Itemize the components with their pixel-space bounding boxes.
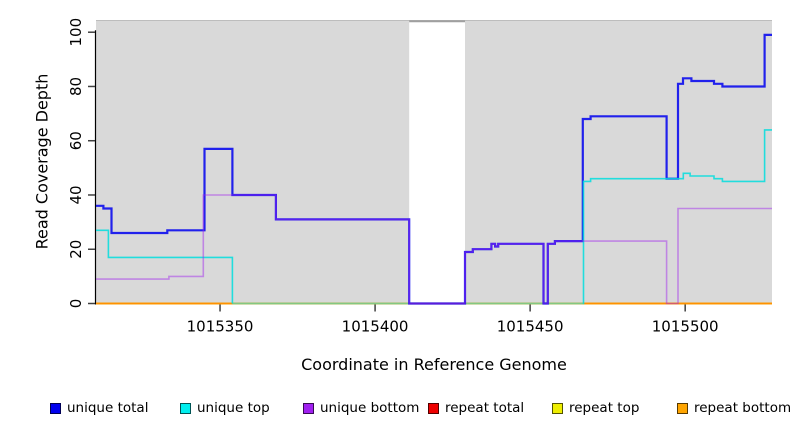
legend-label: unique top <box>197 400 270 416</box>
x-axis-title: Coordinate in Reference Genome <box>301 355 567 374</box>
legend-item-repeat-total: repeat total <box>428 399 524 417</box>
legend-label: repeat bottom <box>694 400 792 416</box>
legend-swatch-icon <box>50 402 61 414</box>
series-unique-bottom <box>96 194 772 305</box>
x-axis-tick-label: 1015500 <box>652 318 719 336</box>
legend-swatch-icon <box>677 402 688 414</box>
legend-item-repeat-bottom: repeat bottom <box>677 399 791 417</box>
legend-item-unique-top: unique top <box>180 399 270 417</box>
legend-item-unique-total: unique total <box>50 399 148 417</box>
legend-swatch-icon <box>552 402 563 414</box>
coverage-gap-region <box>409 22 466 304</box>
legend-label: unique total <box>67 400 149 416</box>
y-axis-tick-label: 20 <box>67 240 85 259</box>
legend: unique total unique top unique bottom repea… <box>0 399 792 421</box>
legend-item-unique-bottom: unique bottom <box>303 399 419 417</box>
y-axis-tick-label: 0 <box>67 299 85 309</box>
x-axis-tick-label: 1015350 <box>187 318 254 336</box>
x-axis-tick-label: 1015400 <box>342 318 409 336</box>
legend-swatch-icon <box>180 402 191 414</box>
legend-label: repeat top <box>569 400 640 416</box>
y-axis-tick-label: 80 <box>67 77 85 96</box>
legend-swatch-icon <box>303 402 314 414</box>
legend-label: unique bottom <box>320 400 420 416</box>
legend-swatch-icon <box>428 402 439 414</box>
y-axis-tick-label: 100 <box>67 18 85 47</box>
y-axis-tick-label: 60 <box>67 131 85 150</box>
legend-item-repeat-top: repeat top <box>552 399 639 417</box>
x-axis-tick-label: 1015450 <box>497 318 564 336</box>
y-axis-title: Read Coverage Depth <box>32 73 52 250</box>
series-unique-top <box>96 129 772 305</box>
y-axis-tick-label: 40 <box>67 185 85 204</box>
series-unique-total <box>96 33 772 305</box>
legend-label: repeat total <box>445 400 525 416</box>
